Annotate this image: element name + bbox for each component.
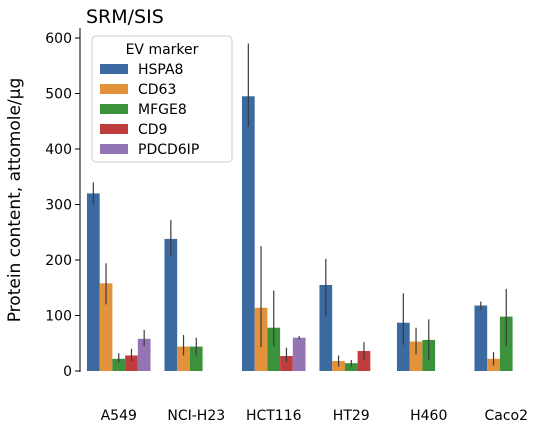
- y-tick-label: 200: [45, 253, 72, 269]
- x-tick-label: HT29: [333, 408, 370, 424]
- legend-label-pdcd6ip: PDCD6IP: [138, 142, 199, 158]
- bar-pdcd6ip-a549: [137, 338, 151, 371]
- legend-swatch-hspa8: [100, 64, 128, 74]
- bar-cd63-a549: [99, 283, 113, 371]
- legend-swatch-cd63: [100, 84, 128, 94]
- chart-title: SRM/SIS: [86, 6, 164, 28]
- legend: EV marker HSPA8 CD63 MFGE8 CD9 PDCD6IP: [91, 35, 233, 163]
- bar-cd9-hct116: [280, 356, 293, 371]
- y-axis-label: Protein content, attomole/µg: [5, 78, 25, 323]
- error-bars-group: [92, 43, 507, 367]
- x-tick-label: Caco2: [484, 408, 528, 424]
- bar-cd9-a549: [125, 355, 138, 371]
- legend-swatch-mfge8: [100, 104, 128, 114]
- x-tick-label: HCT116: [246, 408, 302, 424]
- bar-mfge8-a549: [112, 358, 126, 371]
- bars-group: [86, 96, 513, 372]
- bar-cd9-ht29: [357, 351, 371, 371]
- legend-swatch-cd9: [100, 124, 128, 134]
- legend-label-cd9: CD9: [138, 122, 167, 138]
- legend-title: EV marker: [126, 42, 199, 58]
- x-tick-label: A549: [101, 408, 137, 424]
- bar-hspa8-ht29: [319, 284, 333, 371]
- y-tick-label: 500: [45, 87, 72, 103]
- y-tick-label: 400: [45, 142, 72, 158]
- bar-pdcd6ip-hct116: [292, 337, 306, 371]
- y-tick-label: 600: [45, 31, 72, 47]
- y-tick-label: 100: [45, 309, 72, 325]
- x-tick-label: H460: [410, 408, 447, 424]
- bar-mfge8-nci-h23: [189, 346, 203, 371]
- y-tick-label: 300: [45, 198, 72, 214]
- bar-hspa8-nci-h23: [164, 238, 178, 371]
- x-tick-label: NCI-H23: [167, 408, 225, 424]
- legend-label-cd63: CD63: [138, 82, 176, 98]
- bar-cd63-nci-h23: [177, 346, 190, 371]
- axes: 0 100 200 300 400 500 600 A549 NCI-H23 HCT116 HT29…: [45, 28, 528, 424]
- bar-hspa8-caco2: [474, 305, 488, 371]
- legend-label-mfge8: MFGE8: [138, 102, 187, 118]
- bar-hspa8-h460: [396, 322, 410, 371]
- bar-hspa8-a549: [86, 193, 100, 371]
- y-tick-label: 0: [63, 364, 72, 380]
- bar-cd63-h460: [409, 341, 423, 371]
- legend-swatch-pdcd6ip: [100, 144, 128, 154]
- bar-mfge8-hct116: [267, 327, 281, 371]
- bar-hspa8-hct116: [241, 96, 255, 372]
- legend-label-hspa8: HSPA8: [138, 62, 183, 78]
- bar-mfge8-ht29: [344, 363, 358, 371]
